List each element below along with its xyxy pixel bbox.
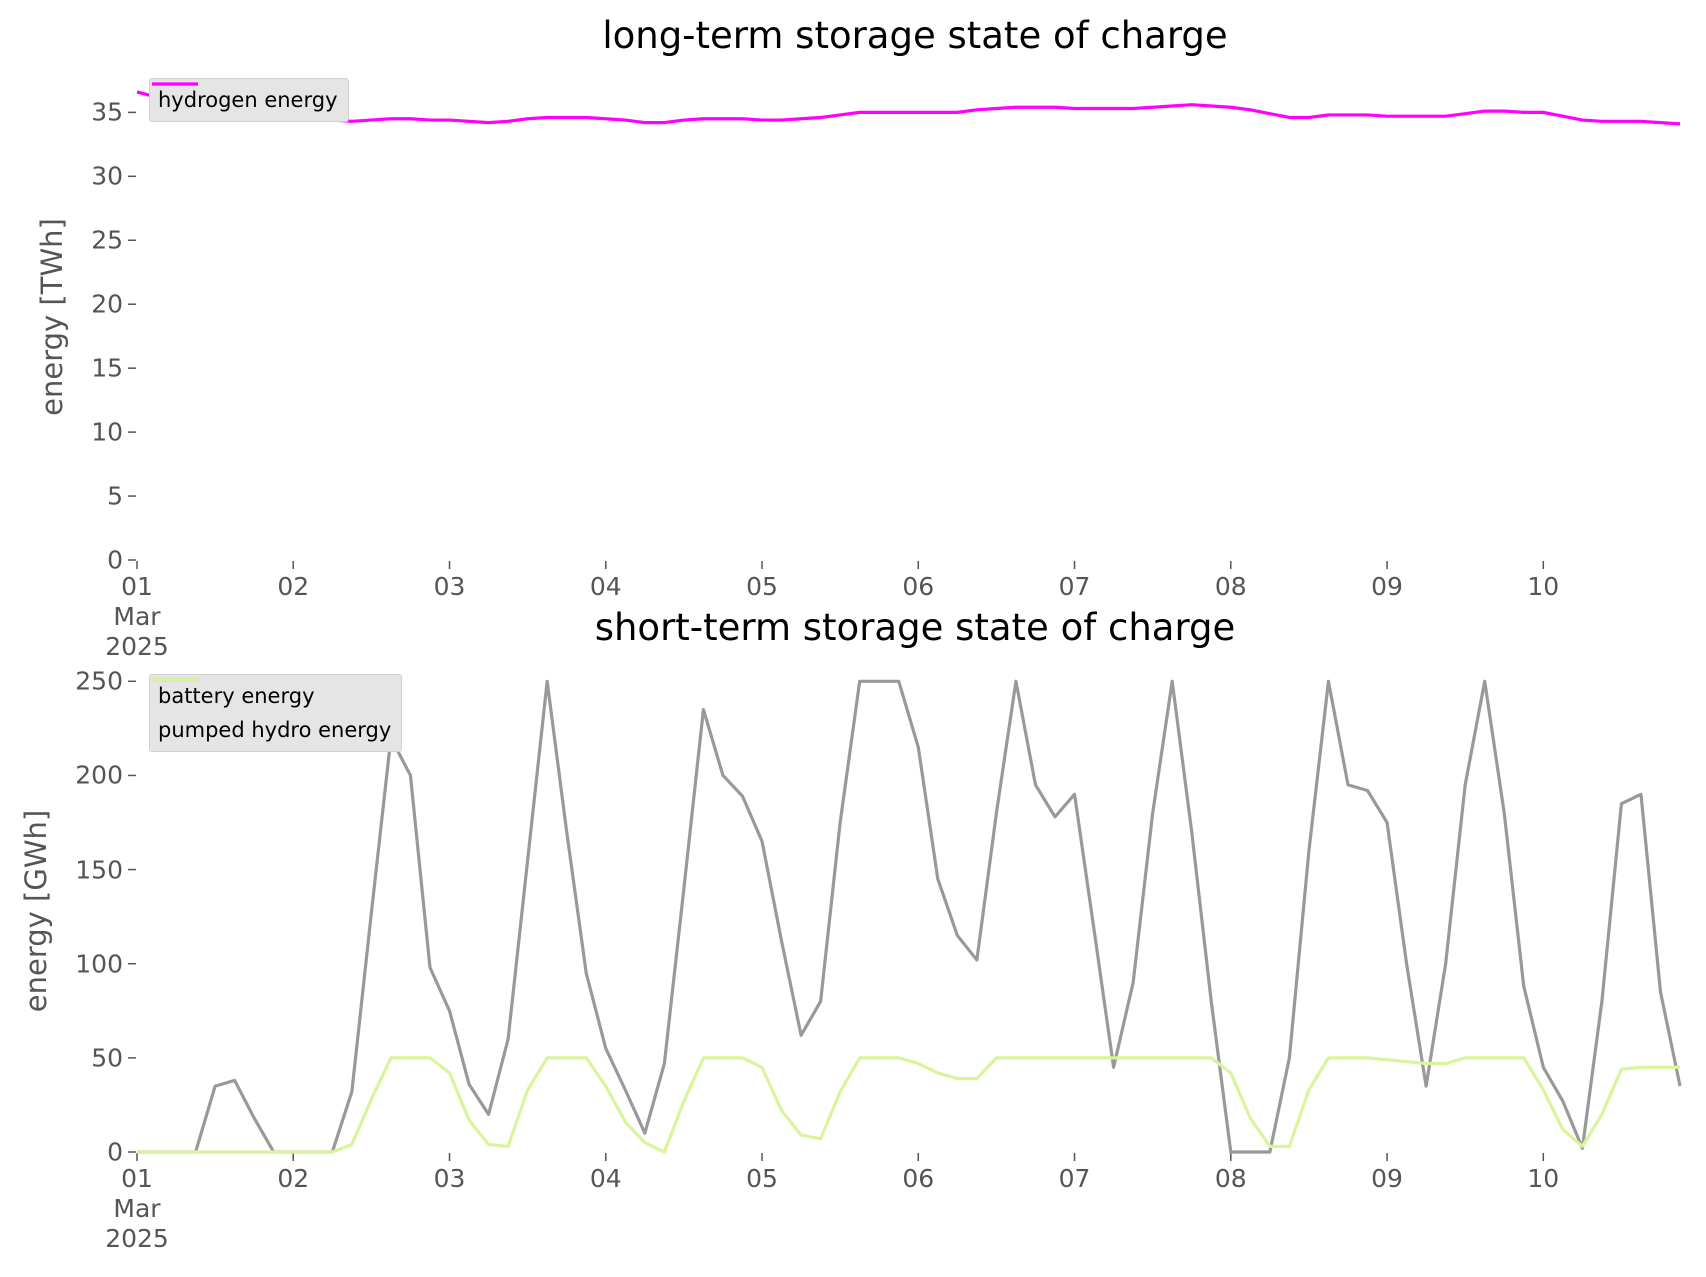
y-tick-label: 30: [91, 161, 123, 191]
legend: battery energy pumped hydro energy: [149, 674, 403, 752]
x-tick-label: 02: [277, 1164, 310, 1193]
x-tick-label: 03: [433, 572, 466, 601]
y-tick-label: 25: [91, 225, 123, 255]
y-tick-label: 250: [75, 666, 123, 696]
y-axis-label: energy [TWh]: [35, 218, 69, 416]
y-tick-label: 50: [91, 1043, 123, 1073]
x-tick-label: 01 Mar 2025: [105, 1164, 169, 1253]
legend-swatch: [152, 82, 198, 86]
y-tick-label: 5: [107, 481, 123, 511]
legend-label: battery energy: [158, 684, 315, 708]
y-tick-label: 150: [75, 855, 123, 885]
legend-entry: pumped hydro energy: [152, 678, 392, 747]
x-tick-label: 10: [1527, 1164, 1560, 1193]
series-line: [137, 1056, 1681, 1154]
x-tick-label: 07: [1058, 1164, 1091, 1193]
legend: hydrogen energy: [149, 78, 349, 122]
y-tick-label: 100: [75, 949, 123, 979]
x-tick-label: 06: [902, 572, 935, 601]
chart-title: long-term storage state of charge: [602, 14, 1228, 57]
y-tick-label: 15: [91, 353, 123, 383]
x-tick-label: 08: [1214, 572, 1247, 601]
x-tick-label: 02: [277, 572, 310, 601]
legend-label: hydrogen energy: [158, 88, 338, 112]
x-tick-label: 04: [589, 572, 622, 601]
x-tick-label: 04: [589, 1164, 622, 1193]
series-line: [136, 90, 1681, 126]
x-tick-label: 05: [746, 1164, 778, 1193]
x-tick-label: 01 Mar 2025: [105, 572, 169, 661]
chart-title: short-term storage state of charge: [594, 606, 1236, 649]
legend-label: pumped hydro energy: [158, 718, 392, 742]
y-tick-label: 200: [75, 760, 123, 790]
legend-swatch: [152, 678, 198, 682]
x-tick-label: 06: [902, 1164, 935, 1193]
y-tick-label: 10: [91, 417, 123, 447]
y-tick-label: 0: [107, 1137, 123, 1167]
x-tick-label: 05: [746, 572, 778, 601]
x-tick-label: 07: [1058, 572, 1091, 601]
y-tick-label: 20: [91, 289, 123, 319]
y-tick-label: 0: [107, 545, 123, 575]
y-axis-label: energy [GWh]: [19, 809, 53, 1013]
y-tick-label: 35: [91, 97, 123, 127]
x-tick-label: 08: [1214, 1164, 1247, 1193]
x-tick-label: 09: [1371, 1164, 1403, 1193]
x-tick-label: 09: [1371, 572, 1403, 601]
x-tick-label: 03: [433, 1164, 466, 1193]
x-tick-label: 10: [1527, 572, 1560, 601]
legend-entry: hydrogen energy: [152, 82, 338, 117]
